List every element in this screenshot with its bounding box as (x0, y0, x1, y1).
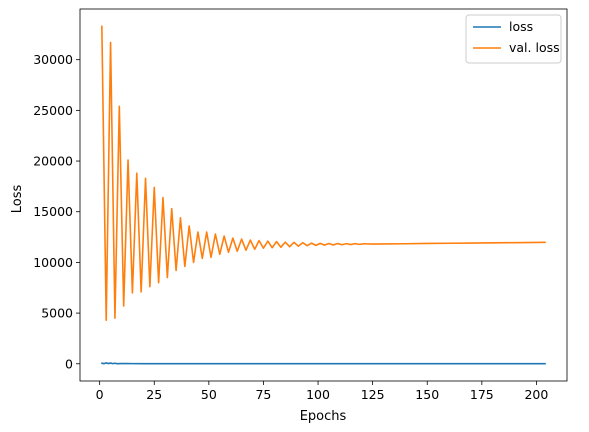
y-tick-label: 0 (65, 356, 73, 371)
y-tick-label: 15000 (33, 204, 73, 219)
plot-frame (79, 8, 568, 382)
y-tick-label: 20000 (33, 154, 73, 169)
y-tick-label: 5000 (41, 306, 73, 321)
x-axis-ticks: 0 25 50 75 100 125 150 175 200 (96, 381, 548, 402)
series-line-val-loss (101, 25, 546, 321)
series-layer (101, 25, 546, 365)
x-tick-label: 0 (96, 387, 104, 402)
y-tick-label: 30000 (33, 52, 73, 67)
y-axis-label: Loss (10, 185, 25, 214)
legend-label-loss: loss (509, 19, 533, 34)
series-line-loss (101, 362, 546, 365)
y-axis-ticks: 0 5000 10000 15000 20000 25000 30000 (33, 52, 80, 371)
plot-background (80, 9, 567, 381)
legend-label-val-loss: val. loss (509, 40, 560, 55)
x-axis-label: Epochs (300, 409, 347, 424)
x-tick-label: 75 (255, 387, 271, 402)
x-tick-label: 50 (201, 387, 217, 402)
x-tick-label: 200 (524, 387, 548, 402)
y-tick-label: 10000 (33, 255, 73, 270)
x-tick-label: 150 (415, 387, 439, 402)
x-tick-label: 100 (306, 387, 330, 402)
legend: loss val. loss (465, 14, 562, 64)
x-tick-label: 25 (146, 387, 162, 402)
x-tick-label: 125 (361, 387, 385, 402)
x-tick-label: 175 (470, 387, 494, 402)
y-tick-label: 25000 (33, 103, 73, 118)
